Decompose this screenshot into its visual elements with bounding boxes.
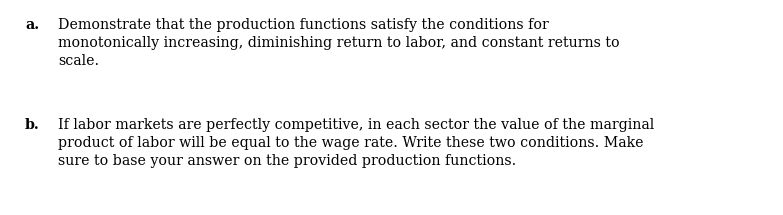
Text: monotonically increasing, diminishing return to labor, and constant returns to: monotonically increasing, diminishing re… <box>58 36 619 50</box>
Text: Demonstrate that the production functions satisfy the conditions for: Demonstrate that the production function… <box>58 18 549 32</box>
Text: scale.: scale. <box>58 54 99 68</box>
Text: product of labor will be equal to the wage rate. Write these two conditions. Mak: product of labor will be equal to the wa… <box>58 136 644 150</box>
Text: If labor markets are perfectly competitive, in each sector the value of the marg: If labor markets are perfectly competiti… <box>58 118 655 132</box>
Text: a.: a. <box>25 18 39 32</box>
Text: b.: b. <box>25 118 40 132</box>
Text: sure to base your answer on the provided production functions.: sure to base your answer on the provided… <box>58 154 516 168</box>
